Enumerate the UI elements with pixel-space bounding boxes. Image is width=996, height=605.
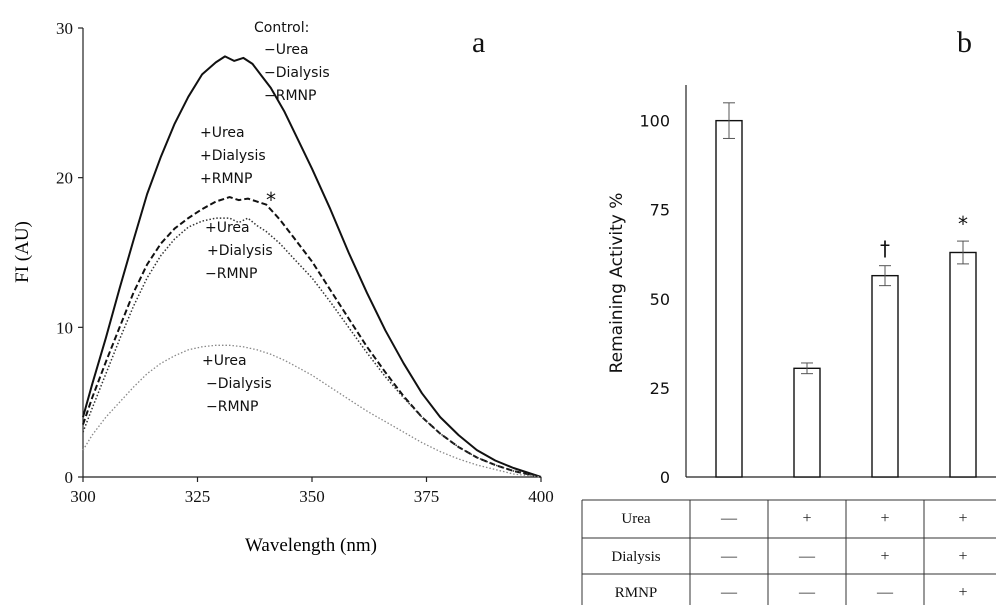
y-axis-title-a: FI (AU) xyxy=(12,221,33,283)
panel-label-b: b xyxy=(957,26,972,59)
panel-label-a: a xyxy=(472,26,485,59)
table-cell: — xyxy=(720,510,738,527)
bar xyxy=(793,367,821,478)
x-ticks-a: 300 325 350 375 400 xyxy=(70,477,554,506)
annotation-line: +Dialysis xyxy=(200,148,266,164)
table-row-label: RMNP xyxy=(615,585,658,601)
series-line-dashed xyxy=(82,196,542,478)
annotation-control-line: −RMNP xyxy=(264,88,316,104)
x-tick-label: 375 xyxy=(414,487,440,506)
annotation-control-line: −Urea xyxy=(264,42,309,58)
y-tick-label: 10 xyxy=(56,318,73,337)
annotation-control: Control: −Urea −Dialysis −RMNP xyxy=(254,20,330,104)
annotation-urea-dialysis-normnp: +Urea +Dialysis −RMNP xyxy=(205,220,273,282)
y-tick-label: 100 xyxy=(639,112,670,131)
bar xyxy=(715,119,743,478)
y-ticks-a: 0 10 20 30 xyxy=(56,19,83,487)
panel-a-line-chart: a 0 10 20 30 300 325 350 375 400 Wavelength (nm… xyxy=(12,19,554,556)
annotation-line: −RMNP xyxy=(206,399,258,415)
annotation-control-line: Control: xyxy=(254,20,309,36)
annotation-line: +Urea xyxy=(200,125,245,141)
table-cell: — xyxy=(798,548,816,565)
bar xyxy=(949,251,977,478)
y-tick-label: 75 xyxy=(650,201,670,220)
annotation-urea-only: +Urea −Dialysis −RMNP xyxy=(202,353,272,415)
annotation-line: −Dialysis xyxy=(206,376,272,392)
annotation-line: +Urea xyxy=(205,220,250,236)
star-marker-a: * xyxy=(266,188,276,212)
x-tick-label: 350 xyxy=(299,487,325,506)
table-cell: + xyxy=(958,548,967,565)
significance-marker: † xyxy=(880,237,890,261)
table-cell: + xyxy=(958,584,967,601)
table-cell: — xyxy=(798,584,816,601)
annotation-control-line: −Dialysis xyxy=(264,65,330,81)
y-axis-title-b: Remaining Activity % xyxy=(607,193,627,374)
x-tick-label: 300 xyxy=(70,487,96,506)
y-tick-label: 20 xyxy=(56,169,73,188)
y-tick-label: 0 xyxy=(65,468,74,487)
table-cell: + xyxy=(802,510,811,527)
annotation-urea-dialysis-rmnp: +Urea +Dialysis +RMNP xyxy=(200,125,266,187)
table-cell: + xyxy=(880,510,889,527)
bar xyxy=(871,274,899,478)
annotation-line: −RMNP xyxy=(205,266,257,282)
x-tick-label: 325 xyxy=(185,487,211,506)
table-cell: — xyxy=(720,548,738,565)
series-lines-a xyxy=(82,55,542,478)
table-cell: + xyxy=(958,510,967,527)
annotation-line: +Dialysis xyxy=(207,243,273,259)
annotation-line: +Urea xyxy=(202,353,247,369)
y-tick-label: 30 xyxy=(56,19,73,38)
table-cell: — xyxy=(720,584,738,601)
y-tick-label: 0 xyxy=(660,468,670,487)
y-ticks-b: 0 25 50 75 100 xyxy=(639,112,670,487)
y-tick-label: 25 xyxy=(650,379,670,398)
annotation-line: +RMNP xyxy=(200,171,252,187)
bars-b: †* xyxy=(715,102,977,478)
x-tick-label: 400 xyxy=(528,487,554,506)
table-cell: + xyxy=(880,548,889,565)
y-tick-label: 50 xyxy=(650,290,670,309)
condition-table: Urea — + + + Dialysis — — + + RMNP — — — + xyxy=(581,499,996,605)
table-row-label: Urea xyxy=(621,511,650,527)
x-axis-title-a: Wavelength (nm) xyxy=(245,535,377,556)
table-cell: — xyxy=(876,584,894,601)
table-row-label: Dialysis xyxy=(611,549,660,565)
significance-marker: * xyxy=(958,212,968,236)
series-line-light-dotted xyxy=(82,344,542,478)
series-line-solid xyxy=(82,55,542,478)
